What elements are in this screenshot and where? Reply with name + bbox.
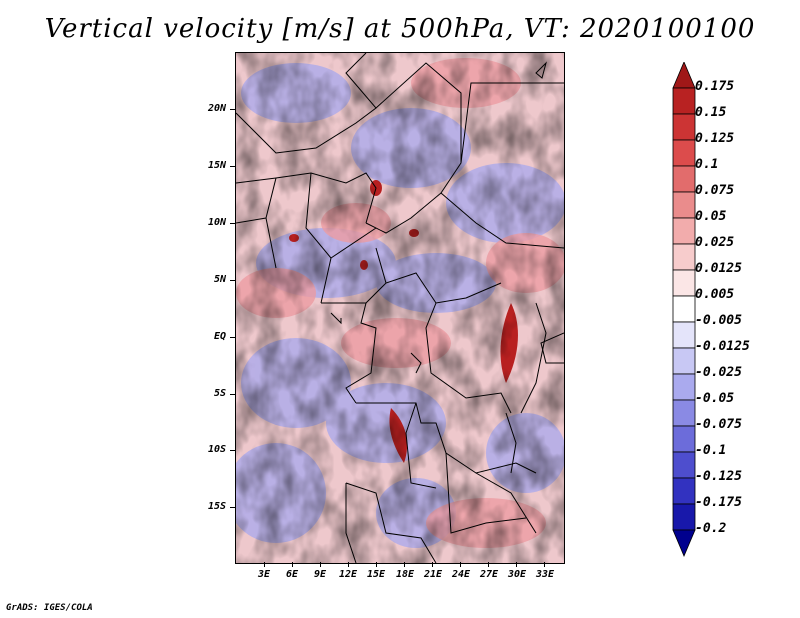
lon-tick bbox=[432, 562, 433, 567]
lat-tick bbox=[230, 507, 235, 508]
colorbar-segment bbox=[672, 165, 696, 193]
lat-label-5n: 5N bbox=[214, 274, 227, 285]
lat-label-10s: 10S bbox=[208, 444, 227, 455]
lat-tick bbox=[230, 109, 235, 110]
lon-label-24e: 24E bbox=[452, 569, 471, 580]
lon-label-15e: 15E bbox=[367, 569, 386, 580]
colorbar-segment bbox=[672, 139, 696, 167]
colorbar-label: 0.075 bbox=[695, 183, 735, 198]
colorbar-label: -0.0125 bbox=[695, 339, 750, 354]
colorbar-label: -0.2 bbox=[695, 521, 727, 536]
colorbar-label: 0.1 bbox=[695, 157, 719, 172]
colorbar-segment bbox=[672, 113, 696, 141]
colorbar-segment bbox=[672, 477, 696, 505]
lon-label-9e: 9E bbox=[314, 569, 327, 580]
colorbar-segment bbox=[672, 451, 696, 479]
lon-tick bbox=[516, 562, 517, 567]
colorbar-label: 0.15 bbox=[695, 105, 727, 120]
lat-label-15n: 15N bbox=[208, 160, 227, 171]
colorbar-segment bbox=[672, 373, 696, 401]
grads-credit: GrADS: IGES/COLA bbox=[6, 603, 93, 613]
lon-label-21e: 21E bbox=[424, 569, 443, 580]
colorbar-label: 0.125 bbox=[695, 131, 735, 146]
colorbar-segment bbox=[672, 347, 696, 375]
lon-label-33e: 33E bbox=[536, 569, 555, 580]
lon-label-6e: 6E bbox=[286, 569, 299, 580]
lon-label-12e: 12E bbox=[339, 569, 358, 580]
lon-label-18e: 18E bbox=[396, 569, 415, 580]
lon-tick bbox=[320, 562, 321, 567]
colorbar-segment bbox=[672, 243, 696, 271]
lon-tick bbox=[544, 562, 545, 567]
colorbar-segment bbox=[672, 321, 696, 349]
lon-tick bbox=[404, 562, 405, 567]
colorbar-top-arrow bbox=[672, 62, 696, 89]
colorbar-label: -0.1 bbox=[695, 443, 727, 458]
colorbar-label: -0.005 bbox=[695, 313, 742, 328]
colorbar-label: 0.0125 bbox=[695, 261, 742, 276]
colorbar-segment bbox=[672, 399, 696, 427]
colorbar-label: -0.175 bbox=[695, 495, 742, 510]
colorbar-segment bbox=[672, 269, 696, 297]
colorbar-label: -0.025 bbox=[695, 365, 742, 380]
lon-tick bbox=[264, 562, 265, 567]
colorbar-bottom-arrow bbox=[672, 529, 696, 558]
lon-label-30e: 30E bbox=[508, 569, 527, 580]
map-canvas bbox=[236, 53, 564, 563]
colorbar-label: 0.025 bbox=[695, 235, 735, 250]
colorbar-label: -0.125 bbox=[695, 469, 742, 484]
colorbar-label: 0.005 bbox=[695, 287, 735, 302]
lat-label-20n: 20N bbox=[208, 103, 227, 114]
lat-label-15s: 15S bbox=[208, 501, 227, 512]
lat-label-10n: 10N bbox=[208, 217, 227, 228]
country-borders bbox=[236, 53, 564, 563]
colorbar-label: -0.05 bbox=[695, 391, 735, 406]
colorbar-segments bbox=[672, 62, 696, 558]
lat-label-5s: 5S bbox=[214, 388, 227, 399]
lon-tick bbox=[460, 562, 461, 567]
colorbar-segment bbox=[672, 87, 696, 115]
colorbar-label: 0.05 bbox=[695, 209, 727, 224]
lon-tick bbox=[292, 562, 293, 567]
lon-label-3e: 3E bbox=[258, 569, 271, 580]
lat-tick bbox=[230, 280, 235, 281]
lon-tick bbox=[376, 562, 377, 567]
colorbar-segment bbox=[672, 191, 696, 219]
colorbar-segment bbox=[672, 503, 696, 531]
colorbar-label: 0.175 bbox=[695, 79, 735, 94]
lat-tick bbox=[230, 394, 235, 395]
colorbar-segment bbox=[672, 217, 696, 245]
lon-tick bbox=[348, 562, 349, 567]
map-title: Vertical velocity [m/s] at 500hPa, VT: 2… bbox=[44, 14, 756, 44]
lat-tick bbox=[230, 223, 235, 224]
lon-label-27e: 27E bbox=[480, 569, 499, 580]
colorbar-segment bbox=[672, 295, 696, 323]
colorbar-label: -0.075 bbox=[695, 417, 742, 432]
lat-tick bbox=[230, 337, 235, 338]
lat-tick bbox=[230, 450, 235, 451]
field-texture bbox=[236, 53, 564, 563]
lon-tick bbox=[488, 562, 489, 567]
lat-tick bbox=[230, 166, 235, 167]
lat-label-eq: EQ bbox=[214, 331, 227, 342]
vertical-velocity-map bbox=[235, 52, 565, 564]
colorbar-segment bbox=[672, 425, 696, 453]
colorbar bbox=[672, 62, 696, 558]
